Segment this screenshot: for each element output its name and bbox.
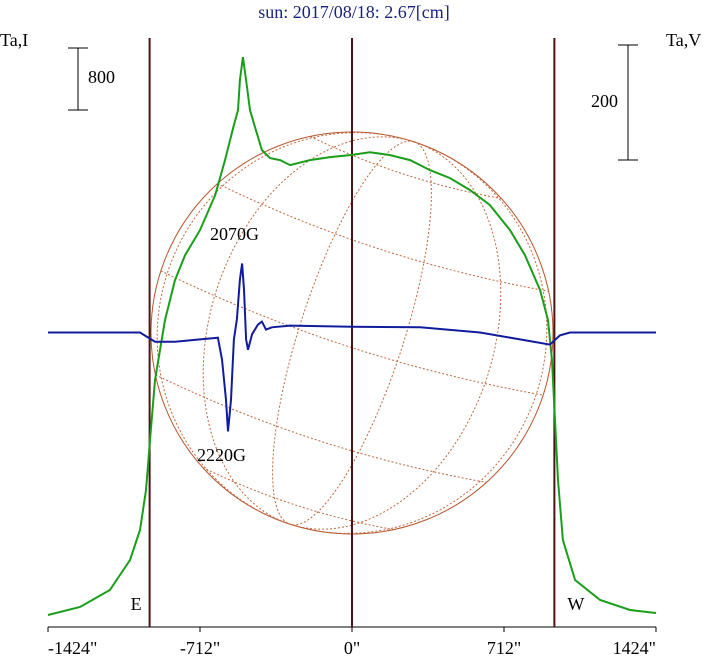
scale-label: 800	[88, 67, 115, 87]
parallel	[160, 270, 544, 396]
x-tick-label: -1424"	[48, 638, 97, 658]
scale-label: 200	[591, 91, 618, 111]
x-tick-label: 712"	[487, 638, 521, 658]
meridian	[289, 141, 432, 526]
parallel	[217, 183, 549, 292]
series-line	[47, 56, 657, 616]
chart-title: sun: 2017/08/18: 2.67[cm]	[258, 2, 450, 22]
annotation: 2070G	[210, 224, 259, 244]
limb-label: W	[567, 594, 584, 614]
x-tick-label: 0"	[344, 638, 360, 658]
meridian	[289, 141, 502, 530]
parallel	[202, 467, 394, 531]
y2-axis-label: Ta,V	[666, 30, 701, 50]
y-axis-label: Ta,I	[0, 30, 28, 50]
x-tick-label: -712"	[180, 638, 220, 658]
sun-grid	[155, 132, 549, 534]
meridian	[272, 140, 415, 525]
limb-label: E	[131, 594, 142, 614]
annotation: 2220G	[197, 445, 246, 465]
parallel	[309, 135, 502, 199]
series-line	[48, 263, 656, 432]
parallel	[155, 374, 487, 483]
meridian	[156, 132, 415, 525]
x-tick-label: 1424"	[613, 638, 656, 658]
